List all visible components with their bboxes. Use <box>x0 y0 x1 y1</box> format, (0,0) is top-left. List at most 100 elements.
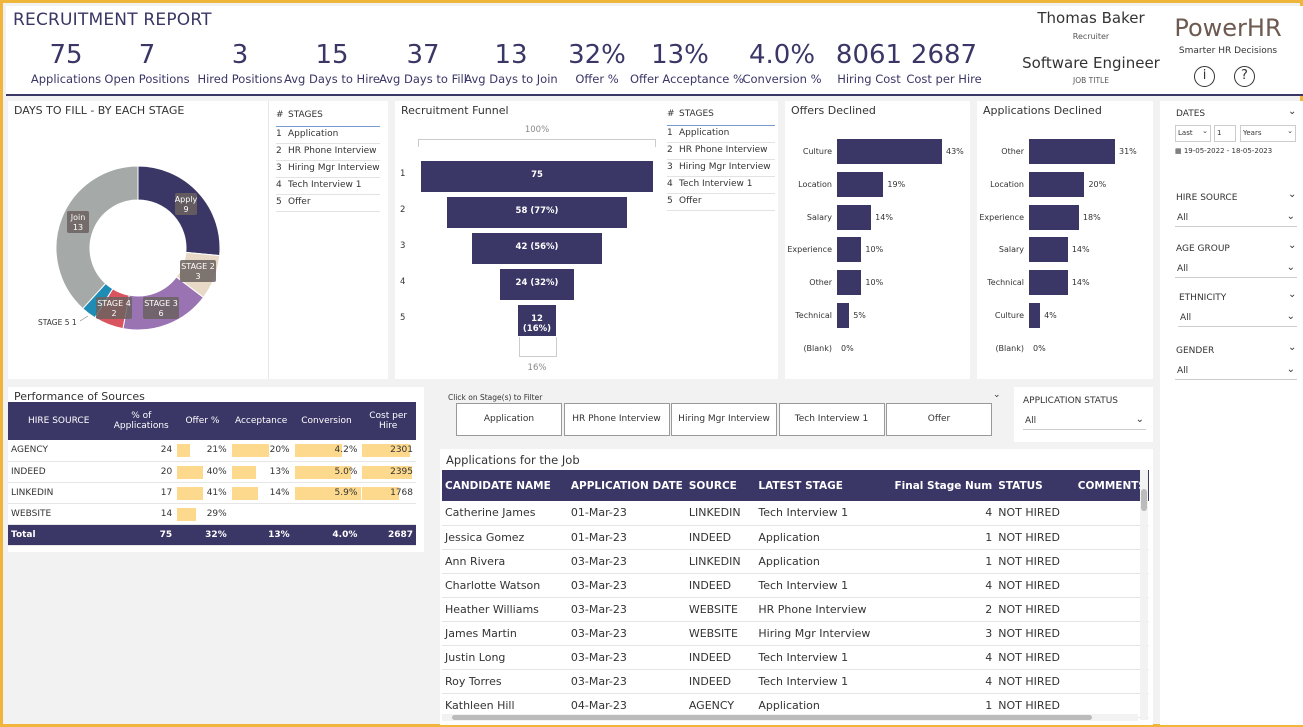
bar-culture[interactable] <box>1029 303 1041 328</box>
bar-technical[interactable] <box>837 303 850 328</box>
dates-chevron-icon[interactable]: ⌄ <box>1288 106 1297 117</box>
applications-col-header[interactable]: CANDIDATE NAME <box>442 470 568 501</box>
stage-row[interactable]: 2 HR Phone Interview <box>276 144 380 161</box>
stages-name-header[interactable]: STAGES <box>288 110 323 120</box>
age-group-chevron-icon[interactable]: ⌄ <box>1288 240 1297 251</box>
performance-row[interactable]: AGENCY 24 21% 20% 4.2% 2301 <box>8 440 416 462</box>
help-icon[interactable]: ? <box>1234 66 1255 87</box>
applications-row[interactable]: Ann Rivera 03-Mar-23 LINKEDIN Application 1 N… <box>442 549 1149 574</box>
applications-col-header[interactable]: STATUS <box>995 470 1075 501</box>
info-icon[interactable]: i <box>1194 66 1215 87</box>
stage-row[interactable]: 4 Tech Interview 1 <box>667 177 775 194</box>
vertical-scroll-thumb[interactable] <box>1141 489 1147 511</box>
applications-row[interactable]: Jessica Gomez 01-Mar-23 INDEED Application 1… <box>442 525 1149 550</box>
stage-num: 3 <box>276 163 282 173</box>
funnel-bar[interactable]: 75 <box>421 161 653 192</box>
applications-col-header[interactable]: COMMENTS <box>1074 470 1149 501</box>
stage-filter-button[interactable]: Tech Interview 1 <box>778 403 885 436</box>
donut-segment-join[interactable] <box>55 165 139 310</box>
applications-row[interactable]: Justin Long 03-Mar-23 INDEED Tech Interview… <box>442 645 1149 670</box>
date-mode-select[interactable]: Last ⌄ <box>1175 125 1211 142</box>
age-group-dropdown[interactable]: All ⌄ <box>1175 261 1297 278</box>
bar-other[interactable] <box>1029 139 1115 164</box>
calendar-icon[interactable]: ▦ <box>1175 147 1184 155</box>
kpi-value: 2687 <box>910 40 978 70</box>
stage-row[interactable]: 4 Tech Interview 1 <box>276 178 380 195</box>
performance-col-header[interactable]: Offer % <box>175 402 230 440</box>
performance-col-header[interactable]: Conversion <box>292 402 361 440</box>
applications-row[interactable]: Heather Williams 03-Mar-23 WEBSITE HR Phone… <box>442 597 1149 622</box>
bar-technical[interactable] <box>1029 270 1068 296</box>
stage-filter-button[interactable]: Application <box>456 403 562 436</box>
bar-other[interactable] <box>837 270 862 296</box>
horizontal-scroll-thumb[interactable] <box>452 715 1092 720</box>
applications-row[interactable]: Catherine James 01-Mar-23 LINKEDIN Tech Int… <box>442 501 1149 526</box>
stage-filter-button[interactable]: Offer <box>886 403 992 436</box>
stage-filter-button[interactable]: Hiring Mgr Interview <box>671 403 777 436</box>
date-unit-select[interactable]: Years ⌄ <box>1240 125 1296 142</box>
applications-col-header[interactable]: SOURCE <box>685 470 756 501</box>
funnel-bar[interactable]: 58 (77%) <box>447 197 627 228</box>
bar-experience[interactable] <box>837 237 862 263</box>
performance-total-conv: 4.0% <box>292 524 361 546</box>
performance-source: INDEED <box>8 461 108 483</box>
funnel-top-bracket <box>418 139 656 147</box>
stages-name-header[interactable]: STAGES <box>679 109 714 119</box>
performance-cost-cell: 1768 <box>360 482 416 504</box>
kpi-label: Hiring Cost <box>837 72 901 86</box>
stage-row[interactable]: 3 Hiring Mgr Interview <box>276 161 380 178</box>
performance-col-header[interactable]: Cost per Hire <box>360 402 416 440</box>
stage-filter-button[interactable]: HR Phone Interview <box>563 403 670 436</box>
applications-col-header[interactable]: LATEST STAGE <box>755 470 892 501</box>
performance-accept-bar <box>231 486 258 500</box>
funnel-bar[interactable]: 24 (32%) <box>499 269 575 300</box>
funnel-bar[interactable]: 12 (16%) <box>518 305 556 336</box>
stage-row[interactable]: 1 Application <box>667 126 775 143</box>
applications-row[interactable]: Kathleen Hill 04-Mar-23 AGENCY Application 1… <box>442 693 1149 718</box>
performance-row[interactable]: LINKEDIN 17 41% 14% 5.9% 1768 <box>8 482 416 504</box>
bar-value-label: 14% <box>1071 278 1090 288</box>
gender-dropdown[interactable]: All ⌄ <box>1175 363 1297 380</box>
ethnicity-chevron-icon[interactable]: ⌄ <box>1288 289 1297 300</box>
stage-row[interactable]: 2 HR Phone Interview <box>667 143 775 160</box>
performance-row[interactable]: WEBSITE 14 29% <box>8 503 416 525</box>
bar-experience[interactable] <box>1029 204 1079 230</box>
performance-apps: 17 <box>107 482 176 504</box>
offers-declined-title: Offers Declined <box>791 104 876 117</box>
bar-salary[interactable] <box>1029 237 1068 263</box>
bar-location[interactable] <box>837 171 884 197</box>
kpi-label: Offer % <box>575 72 619 86</box>
applications-row[interactable]: Charlotte Watson 03-Mar-23 INDEED Tech Inte… <box>442 573 1149 598</box>
performance-col-header[interactable]: % of Applications <box>107 402 176 440</box>
stage-row[interactable]: 1 Application <box>276 127 380 144</box>
vertical-scrollbar[interactable] <box>1140 470 1148 720</box>
applications-cell: Application <box>755 549 892 574</box>
application-status-dropdown[interactable]: All ⌄ <box>1023 413 1146 430</box>
hire-source-label: HIRE SOURCE <box>1176 193 1238 203</box>
date-count-input[interactable]: 1 <box>1214 125 1236 142</box>
bar-location[interactable] <box>1029 171 1085 197</box>
applications-row[interactable]: Roy Torres 03-Mar-23 INDEED Tech Interview … <box>442 669 1149 694</box>
bar-salary[interactable] <box>837 204 872 230</box>
ethnicity-dropdown[interactable]: All ⌄ <box>1178 310 1297 327</box>
bar-culture[interactable] <box>837 139 942 164</box>
funnel-bar[interactable]: 42 (56%) <box>472 233 602 264</box>
hire-source-chevron-icon[interactable]: ⌄ <box>1288 189 1297 200</box>
performance-col-header[interactable]: Acceptance <box>229 402 293 440</box>
performance-col-header[interactable]: HIRE SOURCE <box>8 402 108 440</box>
applications-col-header[interactable]: APPLICATION DATE <box>567 470 686 501</box>
applications-cell: 1 <box>891 525 996 550</box>
stage-row[interactable]: 3 Hiring Mgr Interview <box>667 160 775 177</box>
stage-row[interactable]: 5 Offer <box>276 195 380 212</box>
applications-comments-cell <box>1074 645 1149 670</box>
gender-chevron-icon[interactable]: ⌄ <box>1288 342 1297 353</box>
donut-label-value: 2 <box>111 309 116 318</box>
applications-comments-cell <box>1074 669 1149 694</box>
applications-col-header[interactable]: Final Stage Num <box>891 470 996 501</box>
hire-source-dropdown[interactable]: All ⌄ <box>1175 210 1297 227</box>
performance-row[interactable]: INDEED 20 40% 13% 5.0% 2395 <box>8 461 416 483</box>
stage-row[interactable]: 5 Offer <box>667 194 775 211</box>
applications-row[interactable]: James Martin 03-Mar-23 WEBSITE Hiring Mgr I… <box>442 621 1149 646</box>
stage-filter-chevron-icon[interactable]: ⌄ <box>993 390 1001 400</box>
